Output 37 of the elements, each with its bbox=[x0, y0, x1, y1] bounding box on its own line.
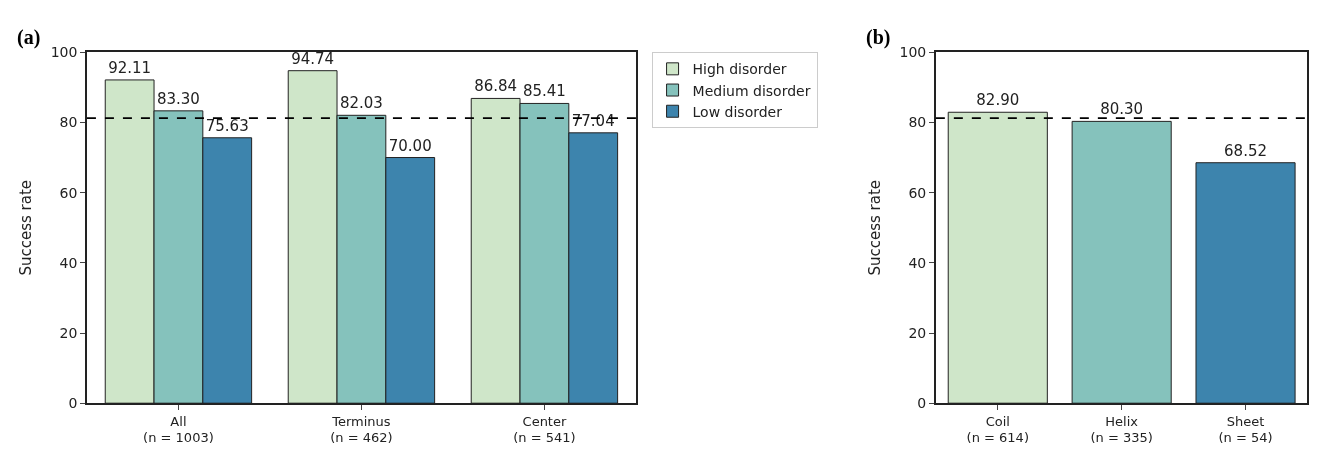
data-label: 70.00 bbox=[388, 136, 432, 155]
legend-label: Low disorder bbox=[692, 103, 783, 120]
y-tick-label: 40 bbox=[59, 254, 78, 271]
data-label: 82.90 bbox=[976, 91, 1020, 110]
y-tick-label: 60 bbox=[908, 184, 927, 201]
y-tick-label: 0 bbox=[68, 395, 78, 412]
y-axis-title: Success rate bbox=[866, 179, 885, 276]
y-tick-label: 40 bbox=[908, 254, 927, 271]
data-label: 80.30 bbox=[1100, 100, 1144, 119]
y-tick-label: 20 bbox=[59, 324, 78, 341]
y-tick-label: 80 bbox=[908, 114, 927, 131]
x-tick-label: Center (n = 541) bbox=[513, 413, 576, 446]
x-tick-label: Sheet (n = 54) bbox=[1218, 413, 1273, 446]
y-tick-label: 100 bbox=[50, 44, 78, 61]
y-tick-label: 20 bbox=[908, 324, 927, 341]
y-axis-title: Success rate bbox=[17, 179, 36, 276]
x-tick-label: Coil (n = 614) bbox=[966, 413, 1029, 446]
y-tick-label: 80 bbox=[59, 114, 78, 131]
x-tick-label: All (n = 1003) bbox=[143, 413, 214, 446]
legend-label: Medium disorder bbox=[692, 82, 811, 99]
chart-title: (b) bbox=[866, 26, 891, 49]
x-tick-label: Helix (n = 335) bbox=[1090, 413, 1153, 446]
data-label: 94.74 bbox=[291, 49, 335, 68]
y-tick-label: 60 bbox=[59, 184, 78, 201]
legend-label: High disorder bbox=[692, 61, 787, 78]
chart-title: (a) bbox=[17, 26, 41, 49]
y-tick-label: 0 bbox=[917, 395, 927, 412]
data-label: 82.03 bbox=[339, 94, 383, 113]
data-label: 85.41 bbox=[522, 82, 566, 101]
x-tick-label: Terminus (n = 462) bbox=[330, 413, 393, 446]
data-label: 92.11 bbox=[108, 58, 152, 77]
data-label: 68.52 bbox=[1224, 141, 1268, 160]
data-label: 75.63 bbox=[205, 116, 249, 135]
data-label: 83.30 bbox=[156, 89, 200, 108]
y-tick-label: 100 bbox=[899, 44, 927, 61]
data-label: 86.84 bbox=[474, 77, 518, 96]
data-label: 77.04 bbox=[571, 111, 615, 130]
